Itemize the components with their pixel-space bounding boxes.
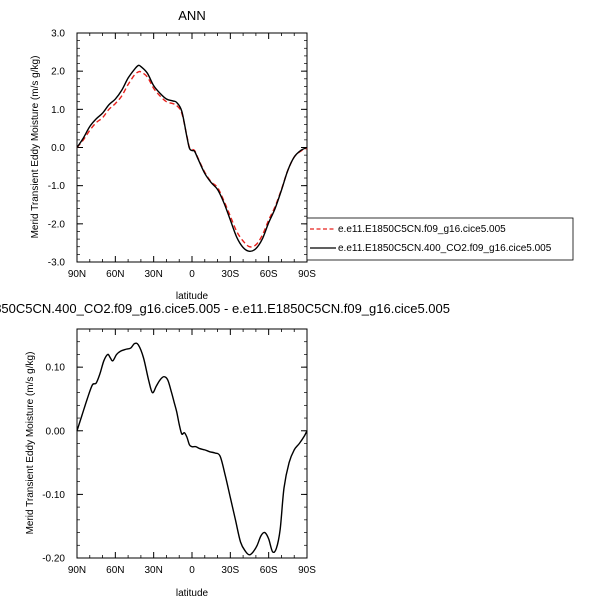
legend-label-co2: e.e11.E1850C5CN.400_CO2.f09_g16.cice5.00… (338, 243, 552, 254)
top-x-tick-label: 0 (189, 269, 195, 280)
bottom-x-tick-label: 90N (68, 565, 86, 576)
top-y-ticks: 3.0 2.0 1.0 0.0 -1.0 -2.0 -3.0 (48, 29, 307, 269)
bottom-series-line-0 (76, 342, 308, 556)
top-y-tick-label: 0.0 (51, 143, 65, 154)
top-x-ticks: 90N 60N 30N 0 30S 60S 90S (68, 33, 316, 280)
bottom-line-chart: E1850C5CN.400_CO2.f09_g16.cice5.005 - e.… (0, 301, 450, 599)
top-x-axis-title: latitude (176, 291, 209, 302)
top-x-tick-label: 90S (298, 269, 316, 280)
bottom-x-tick-label: 60N (106, 565, 124, 576)
top-y-tick-label: -2.0 (48, 219, 66, 230)
bottom-chart-title: E1850C5CN.400_CO2.f09_g16.cice5.005 - e.… (0, 301, 450, 316)
top-x-tick-label: 60S (260, 269, 278, 280)
bottom-y-axis-title: Merid Transient Eddy Moisture (m/s g/kg) (25, 352, 36, 535)
bottom-plot-frame (76, 328, 308, 559)
top-x-tick-label: 60N (106, 269, 124, 280)
top-x-tick-label: 30S (221, 269, 239, 280)
bottom-x-tick-label: 90S (298, 565, 316, 576)
bottom-y-tick-label: -0.10 (42, 490, 65, 501)
bottom-x-ticks: 90N 60N 30N 0 30S 60S 90S (68, 329, 316, 576)
top-x-tick-label: 90N (68, 269, 86, 280)
bottom-y-tick-label: 0.10 (46, 363, 66, 374)
top-x-tick-label: 30N (144, 269, 162, 280)
top-series-lines (76, 64, 308, 253)
bottom-x-tick-label: 0 (189, 565, 195, 576)
top-y-tick-label: 1.0 (51, 105, 65, 116)
bottom-x-tick-label: 30N (144, 565, 162, 576)
top-y-axis-title: Merid Transient Eddy Moisture (m/s g/kg) (30, 56, 41, 239)
top-plot-frame (76, 32, 308, 263)
bottom-x-axis-title: latitude (176, 588, 209, 599)
top-y-tick-label: 2.0 (51, 67, 65, 78)
bottom-y-ticks: 0.10 0.00 -0.10 -0.20 (42, 328, 307, 565)
bottom-x-tick-label: 30S (221, 565, 239, 576)
top-series-line-1 (76, 64, 308, 253)
top-y-tick-label: -3.0 (48, 258, 66, 269)
bottom-y-tick-label: -0.20 (42, 554, 65, 565)
legend-label-control: e.e11.E1850C5CN.f09_g16.cice5.005 (338, 224, 506, 235)
top-line-chart: ANN latitude Merid Transient Eddy Moistu… (30, 8, 316, 302)
bottom-x-tick-label: 60S (260, 565, 278, 576)
top-chart-title: ANN (178, 8, 205, 23)
top-y-tick-label: -1.0 (48, 181, 66, 192)
legend-box (306, 217, 574, 261)
bottom-series-lines (76, 342, 308, 556)
bottom-y-tick-label: 0.00 (46, 426, 66, 437)
top-y-tick-label: 3.0 (51, 29, 65, 40)
top-series-line-0 (76, 70, 308, 248)
legend: e.e11.E1850C5CN.f09_g16.cice5.005 e.e11.… (306, 217, 574, 261)
